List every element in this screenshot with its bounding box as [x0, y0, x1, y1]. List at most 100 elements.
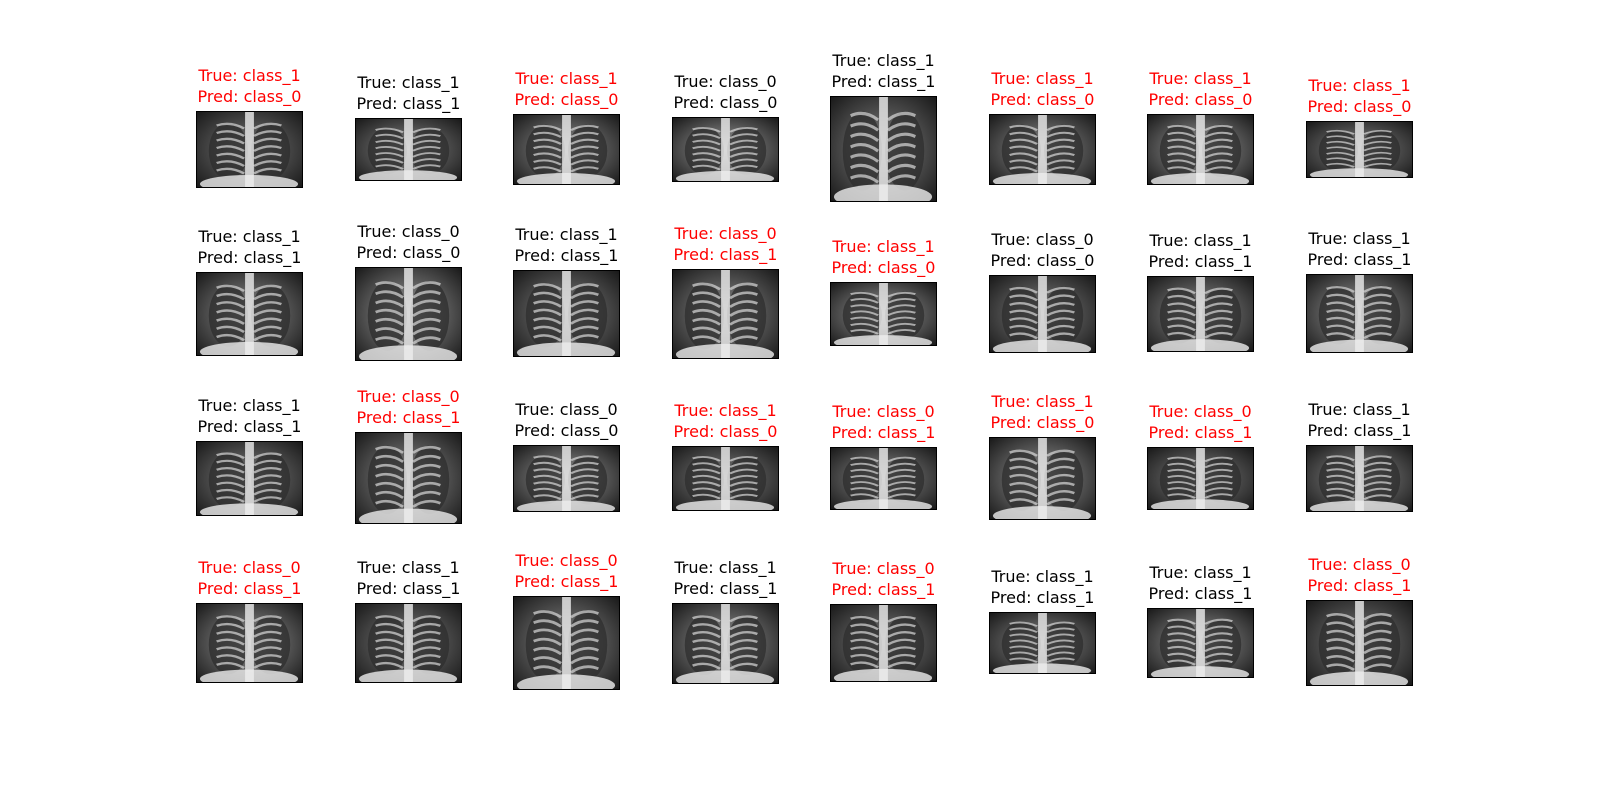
true-label: True: class_0: [357, 222, 460, 241]
prediction-panel: True: class_1 Pred: class_1: [355, 557, 462, 683]
pred-label: Pred: class_1: [1148, 252, 1253, 271]
panel-caption: True: class_1 Pred: class_1: [335, 72, 482, 114]
chest-xray-image: [196, 111, 303, 188]
prediction-panel: True: class_0 Pred: class_1: [355, 386, 462, 524]
prediction-panel: True: class_1 Pred: class_1: [1306, 399, 1413, 512]
prediction-panel: True: class_1 Pred: class_0: [1306, 75, 1413, 178]
panel-caption: True: class_1 Pred: class_1: [810, 50, 957, 92]
chest-xray-image: [1306, 445, 1413, 512]
panel-caption: True: class_1 Pred: class_0: [969, 391, 1116, 433]
true-label: True: class_0: [1308, 555, 1411, 574]
prediction-panel: True: class_1 Pred: class_0: [672, 400, 779, 511]
chest-xray-image: [989, 114, 1096, 185]
prediction-panel: True: class_0 Pred: class_1: [196, 557, 303, 683]
true-label: True: class_1: [991, 69, 1094, 88]
prediction-panel: True: class_1 Pred: class_1: [355, 72, 462, 181]
panel-caption: True: class_1 Pred: class_0: [176, 65, 323, 107]
panel-caption: True: class_0 Pred: class_1: [652, 223, 799, 265]
panel-caption: True: class_1 Pred: class_0: [652, 400, 799, 442]
panel-caption: True: class_0 Pred: class_1: [1286, 554, 1433, 596]
chest-xray-image: [989, 612, 1096, 674]
prediction-panel: True: class_1 Pred: class_1: [513, 224, 620, 357]
chest-xray-image: [1147, 447, 1254, 510]
true-label: True: class_1: [357, 73, 460, 92]
chest-xray-image: [513, 445, 620, 512]
chest-xray-image: [1147, 608, 1254, 678]
panel-caption: True: class_0 Pred: class_0: [652, 71, 799, 113]
pred-label: Pred: class_0: [673, 422, 778, 441]
true-label: True: class_0: [832, 402, 935, 421]
panel-caption: True: class_0 Pred: class_1: [1127, 401, 1274, 443]
true-label: True: class_1: [198, 227, 301, 246]
prediction-panel: True: class_0 Pred: class_0: [989, 229, 1096, 353]
prediction-panel: True: class_1 Pred: class_0: [513, 68, 620, 185]
chest-xray-image: [830, 96, 937, 202]
panel-caption: True: class_1 Pred: class_0: [810, 236, 957, 278]
panel-caption: True: class_1 Pred: class_0: [969, 68, 1116, 110]
chest-xray-image: [513, 114, 620, 185]
pred-label: Pred: class_1: [831, 423, 936, 442]
pred-label: Pred: class_1: [831, 72, 936, 91]
prediction-panel: True: class_0 Pred: class_1: [830, 558, 937, 682]
prediction-panel: True: class_1 Pred: class_1: [672, 557, 779, 684]
chest-xray-image: [196, 441, 303, 516]
panel-caption: True: class_1 Pred: class_1: [652, 557, 799, 599]
prediction-panel: True: class_1 Pred: class_1: [196, 226, 303, 356]
pred-label: Pred: class_1: [673, 245, 778, 264]
chest-xray-image: [830, 282, 937, 346]
prediction-panel: True: class_1 Pred: class_0: [196, 65, 303, 188]
prediction-panel: True: class_1 Pred: class_1: [1147, 230, 1254, 352]
prediction-panel: True: class_0 Pred: class_1: [672, 223, 779, 359]
chest-xray-image: [830, 604, 937, 682]
pred-label: Pred: class_0: [197, 87, 302, 106]
prediction-panel: True: class_1 Pred: class_1: [1306, 228, 1413, 353]
panel-caption: True: class_0 Pred: class_1: [493, 550, 640, 592]
panel-caption: True: class_0 Pred: class_1: [810, 401, 957, 443]
panel-caption: True: class_0 Pred: class_1: [176, 557, 323, 599]
panel-caption: True: class_1 Pred: class_1: [176, 395, 323, 437]
panel-caption: True: class_0 Pred: class_1: [810, 558, 957, 600]
panel-caption: True: class_1 Pred: class_0: [1286, 75, 1433, 117]
pred-label: Pred: class_1: [1307, 250, 1412, 269]
prediction-panel: True: class_0 Pred: class_1: [1306, 554, 1413, 686]
true-label: True: class_1: [357, 558, 460, 577]
chest-xray-image: [1147, 114, 1254, 185]
true-label: True: class_1: [198, 66, 301, 85]
chest-xray-image: [989, 437, 1096, 520]
panel-caption: True: class_1 Pred: class_1: [969, 566, 1116, 608]
chest-xray-image: [1306, 121, 1413, 178]
true-label: True: class_1: [1149, 563, 1252, 582]
panel-caption: True: class_1 Pred: class_1: [1286, 228, 1433, 270]
prediction-panel: True: class_0 Pred: class_0: [513, 399, 620, 512]
true-label: True: class_0: [515, 551, 618, 570]
true-label: True: class_0: [357, 387, 460, 406]
pred-label: Pred: class_0: [831, 258, 936, 277]
chest-xray-image: [672, 446, 779, 511]
panel-caption: True: class_1 Pred: class_1: [1127, 230, 1274, 272]
panel-caption: True: class_0 Pred: class_0: [969, 229, 1116, 271]
true-label: True: class_0: [674, 224, 777, 243]
true-label: True: class_1: [832, 51, 935, 70]
panel-caption: True: class_0 Pred: class_0: [335, 221, 482, 263]
panel-caption: True: class_1 Pred: class_1: [335, 557, 482, 599]
prediction-panel: True: class_1 Pred: class_1: [989, 566, 1096, 674]
chest-xray-image: [1306, 600, 1413, 686]
pred-label: Pred: class_1: [514, 246, 619, 265]
pred-label: Pred: class_1: [356, 94, 461, 113]
chest-xray-image: [196, 272, 303, 356]
pred-label: Pred: class_0: [514, 421, 619, 440]
true-label: True: class_1: [991, 392, 1094, 411]
pred-label: Pred: class_0: [514, 90, 619, 109]
pred-label: Pred: class_1: [356, 579, 461, 598]
prediction-panel: True: class_1 Pred: class_0: [989, 68, 1096, 185]
prediction-panel: True: class_0 Pred: class_1: [1147, 401, 1254, 510]
pred-label: Pred: class_1: [197, 248, 302, 267]
pred-label: Pred: class_1: [197, 579, 302, 598]
prediction-panel: True: class_0 Pred: class_0: [355, 221, 462, 361]
panel-caption: True: class_1 Pred: class_0: [493, 68, 640, 110]
chest-xray-image: [355, 432, 462, 524]
panel-caption: True: class_1 Pred: class_1: [1127, 562, 1274, 604]
true-label: True: class_1: [198, 396, 301, 415]
prediction-panel: True: class_0 Pred: class_1: [513, 550, 620, 690]
prediction-panel: True: class_1 Pred: class_0: [989, 391, 1096, 520]
